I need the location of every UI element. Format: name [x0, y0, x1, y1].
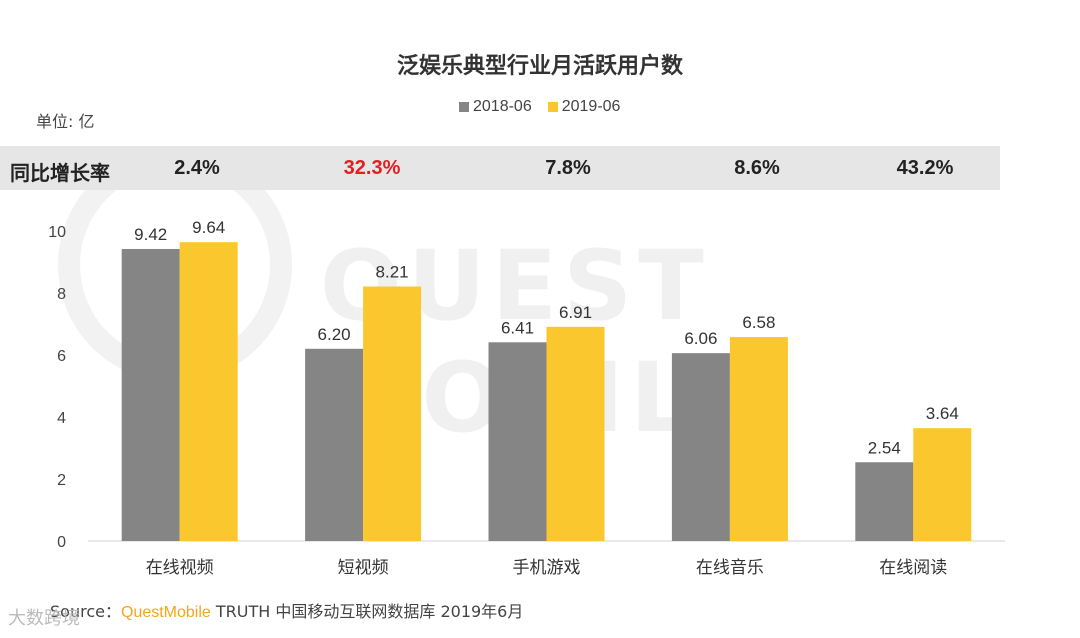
- y-tick-label: 4: [57, 410, 66, 427]
- bar: [488, 342, 547, 541]
- data-label: 8.21: [376, 262, 409, 281]
- source-prefix: Source：: [50, 602, 121, 621]
- chart-title: 泛娱乐典型行业月活跃用户数: [396, 54, 683, 79]
- growth-rate-band: [0, 146, 1000, 190]
- y-tick-label: 10: [48, 224, 66, 241]
- data-label: 6.41: [501, 318, 534, 337]
- data-label: 6.20: [318, 325, 351, 344]
- data-label: 6.58: [742, 313, 775, 332]
- y-tick-label: 8: [57, 286, 66, 303]
- data-label: 2.54: [868, 438, 901, 457]
- x-tick-label: 手机游戏: [513, 558, 581, 578]
- growth-rate-label: 同比增长率: [10, 161, 110, 185]
- bar: [913, 428, 972, 541]
- corner-watermark: 大数跨境: [8, 608, 80, 629]
- legend-swatch-2019: [547, 102, 558, 112]
- bar: [671, 353, 730, 541]
- x-tick-label: 短视频: [338, 558, 389, 578]
- data-label: 3.64: [926, 404, 959, 423]
- unit-label: 单位: 亿: [36, 112, 95, 131]
- y-tick-label: 2: [57, 472, 66, 489]
- bar: [121, 248, 180, 542]
- legend-label-2018: 2018-06: [473, 98, 532, 115]
- legend-item-2018: 2018-06: [459, 98, 532, 116]
- growth-rate-value: 7.8%: [545, 157, 591, 179]
- source-note: Source：QuestMobile TRUTH 中国移动互联网数据库 2019…: [50, 598, 523, 622]
- y-tick-label: 6: [57, 348, 66, 365]
- growth-rate-value: 8.6%: [734, 157, 780, 179]
- x-tick-label: 在线音乐: [696, 558, 764, 578]
- source-detail: TRUTH 中国移动互联网数据库 2019年6月: [210, 602, 524, 621]
- bar: [546, 326, 605, 541]
- bar: [305, 348, 364, 541]
- bar: [855, 462, 914, 541]
- data-label: 6.91: [559, 303, 592, 322]
- data-label: 6.06: [684, 329, 717, 348]
- bar: [363, 286, 422, 541]
- legend-label-2019: 2019-06: [561, 98, 621, 115]
- x-tick-label: 在线阅读: [879, 558, 947, 578]
- growth-rate-value: 43.2%: [896, 157, 954, 179]
- legend-item-2019: 2019-06: [547, 98, 621, 116]
- growth-rate-value: 2.4%: [174, 157, 220, 179]
- data-label: 9.64: [192, 218, 225, 237]
- bar: [179, 242, 238, 541]
- growth-rate-value: 32.3%: [343, 157, 401, 179]
- legend: 2018-06 2019-06: [459, 98, 620, 116]
- y-tick-label: 0: [57, 534, 66, 551]
- data-label: 9.42: [134, 225, 167, 244]
- x-tick-label: 在线视频: [146, 558, 214, 578]
- bar: [729, 337, 788, 541]
- legend-swatch-2018: [459, 102, 469, 112]
- source-brand: QuestMobile: [120, 604, 211, 621]
